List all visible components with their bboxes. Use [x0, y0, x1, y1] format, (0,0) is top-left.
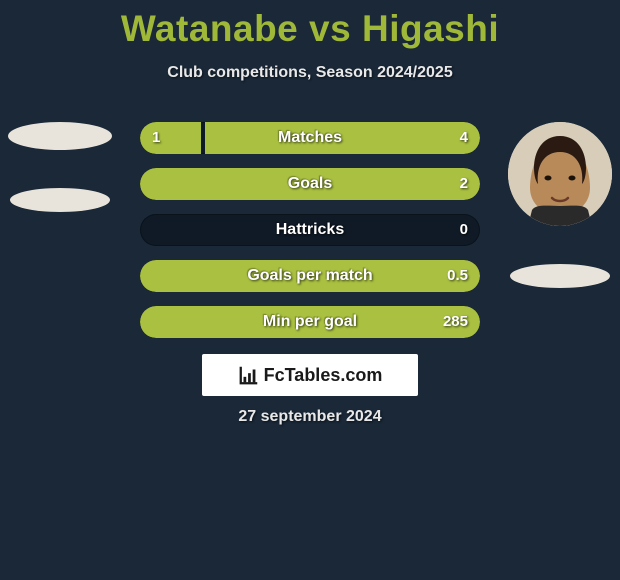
- stat-bar: Goals per match0.5: [140, 260, 480, 292]
- watermark-text: FcTables.com: [264, 365, 383, 386]
- stat-bar: Matches1 4: [140, 122, 480, 154]
- stat-value-right: 4: [460, 122, 468, 154]
- bar-chart-icon: [238, 364, 260, 386]
- stat-value-right: 285: [443, 306, 468, 338]
- stat-value-right: 0: [460, 214, 468, 246]
- right-player-column: [508, 122, 612, 288]
- stat-bar: Goals2: [140, 168, 480, 200]
- left-player-column: [8, 122, 112, 288]
- stat-label: Min per goal: [140, 306, 480, 338]
- stat-label: Goals per match: [140, 260, 480, 292]
- date-text: 27 september 2024: [0, 408, 620, 426]
- left-club-badge: [10, 188, 110, 212]
- subtitle: Club competitions, Season 2024/2025: [0, 64, 620, 82]
- right-player-avatar: [508, 122, 612, 226]
- stat-value-right: 2: [460, 168, 468, 200]
- right-club-badge: [510, 264, 610, 288]
- stat-label: Goals: [140, 168, 480, 200]
- stat-label: Matches: [140, 122, 480, 154]
- player-photo-icon: [508, 122, 612, 226]
- page-title: Watanabe vs Higashi: [0, 0, 620, 50]
- stat-value-right: 0.5: [447, 260, 468, 292]
- stats-bars: Matches1 4 Goals2 Hattricks0 Goals per match…: [140, 122, 480, 338]
- watermark: FcTables.com: [202, 354, 418, 396]
- stat-bar: Min per goal285: [140, 306, 480, 338]
- stat-value-left: 1: [152, 122, 160, 154]
- stat-bar: Hattricks0: [140, 214, 480, 246]
- left-player-avatar: [8, 122, 112, 150]
- stat-label: Hattricks: [140, 214, 480, 246]
